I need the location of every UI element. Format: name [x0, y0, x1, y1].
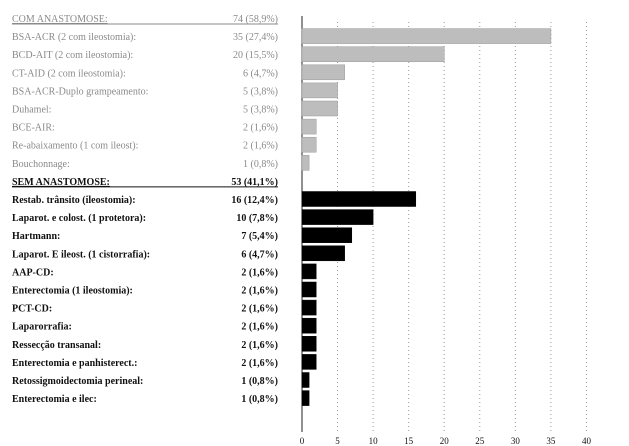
bar [301, 118, 317, 135]
x-tick-label: 20 [440, 436, 450, 446]
bar [301, 245, 345, 262]
bar-value-label: 20 (15,5%) [233, 50, 278, 61]
bar-value-label: 1 (0,8%) [243, 159, 278, 170]
bar [301, 317, 317, 334]
bar [301, 82, 338, 99]
group-header-value: 53 (41,1%) [231, 177, 278, 188]
bar [301, 336, 317, 352]
bar-category-label: BCD-AIT (2 com ileostomia): [12, 50, 133, 61]
bar-value-label: 5 (3,8%) [243, 86, 278, 97]
bar-value-label: 1 (0,8%) [241, 394, 278, 405]
bar [301, 46, 445, 62]
bar-value-label: 35 (27,4%) [233, 32, 278, 43]
x-tick-label: 0 [300, 436, 305, 446]
group-header-label: COM ANASTOMOSE: [12, 14, 108, 25]
bar-value-label: 1 (0,8%) [241, 376, 278, 387]
bar-value-label: 2 (1,6%) [241, 322, 278, 333]
bar-category-label: Ressecção transanal: [12, 340, 101, 351]
bar [301, 227, 353, 243]
bar [301, 28, 552, 44]
x-tick-label: 25 [475, 436, 485, 446]
bar-category-label: Re-abaixamento (1 com ileost): [12, 141, 138, 152]
x-tick-label: 30 [511, 436, 521, 446]
bar-category-label: BCE-AIR: [12, 123, 55, 134]
bar [301, 209, 374, 225]
x-tick-label: 35 [546, 436, 556, 446]
bar-value-label: 2 (1,6%) [241, 304, 278, 315]
bar-value-label: 2 (1,6%) [243, 141, 278, 152]
x-tick-label: 15 [404, 436, 414, 446]
bar [301, 281, 317, 298]
bar-category-label: Retossigmoidectomia perineal: [12, 376, 143, 387]
bar-value-label: 16 (12,4%) [231, 195, 278, 206]
bar [301, 64, 345, 81]
bar-category-label: AAP-CD: [12, 267, 54, 278]
bar-category-label: PCT-CD: [12, 304, 52, 315]
bar-value-label: 2 (1,6%) [241, 286, 278, 297]
bar-category-label: BSA-ACR (2 com ileostomia): [12, 32, 136, 43]
x-tick-label: 5 [335, 436, 340, 446]
bar [301, 372, 310, 388]
bar [301, 263, 317, 280]
bar-category-label: Restab. trânsito (ileostomia): [12, 195, 136, 206]
bar-category-label: Enterectomia e panhisterect.: [12, 358, 137, 369]
bar [301, 191, 417, 207]
bar-value-label: 2 (1,6%) [241, 340, 278, 351]
bar [301, 299, 317, 316]
bar-value-label: 7 (5,4%) [241, 231, 278, 242]
bar-value-label: 6 (4,7%) [243, 68, 278, 79]
bar-category-label: Laparot. E ileost. (1 cistorrafia): [12, 249, 150, 260]
bar [301, 354, 317, 370]
x-tick-label: 10 [369, 436, 379, 446]
x-tick-label: 40 [582, 436, 592, 446]
bar-category-label: BSA-ACR-Duplo grampeamento: [12, 86, 148, 97]
bar-value-label: 2 (1,6%) [241, 358, 278, 369]
bar-category-label: Laparorrafia: [12, 322, 72, 333]
bar-value-label: 6 (4,7%) [241, 249, 278, 260]
bar-value-label: 2 (1,6%) [243, 123, 278, 134]
bar-category-label: Duhamel: [12, 105, 51, 116]
bar-value-label: 10 (7,8%) [236, 213, 278, 224]
bar [301, 100, 338, 117]
bar-value-label: 5 (3,8%) [243, 105, 278, 116]
bar [301, 155, 310, 171]
group-header-label: SEM ANASTOMOSE: [12, 177, 110, 188]
bar [301, 136, 317, 153]
bar-category-label: CT-AID (2 com ileostomia): [12, 68, 126, 79]
bar-category-label: Hartmann: [12, 231, 60, 242]
bar-value-label: 2 (1,6%) [241, 267, 278, 278]
bar [301, 390, 310, 406]
bar-category-label: Enterectomia e ilec: [12, 394, 97, 405]
bar-category-label: Enterectomia (1 ileostomia): [12, 286, 133, 297]
bar-category-label: Bouchonnage: [12, 159, 70, 170]
group-header-value: 74 (58,9%) [233, 14, 278, 25]
bar-category-label: Laparot. e colost. (1 protetora): [12, 213, 146, 224]
